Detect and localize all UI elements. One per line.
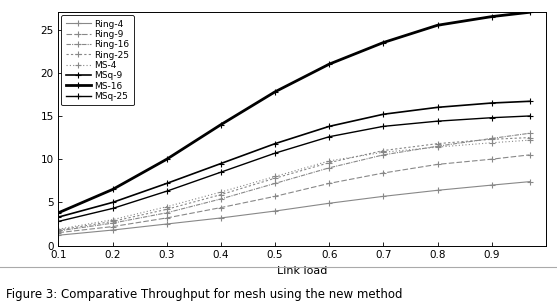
Text: Figure 3: Comparative Throughput for mesh using the new method: Figure 3: Comparative Throughput for mes… [6, 288, 402, 301]
Legend: Ring-4, Ring-9, Ring-16, Ring-25, MS-4, MSq-9, MS-16, MSq-25: Ring-4, Ring-9, Ring-16, Ring-25, MS-4, … [61, 15, 134, 106]
X-axis label: Link load: Link load [277, 266, 328, 276]
